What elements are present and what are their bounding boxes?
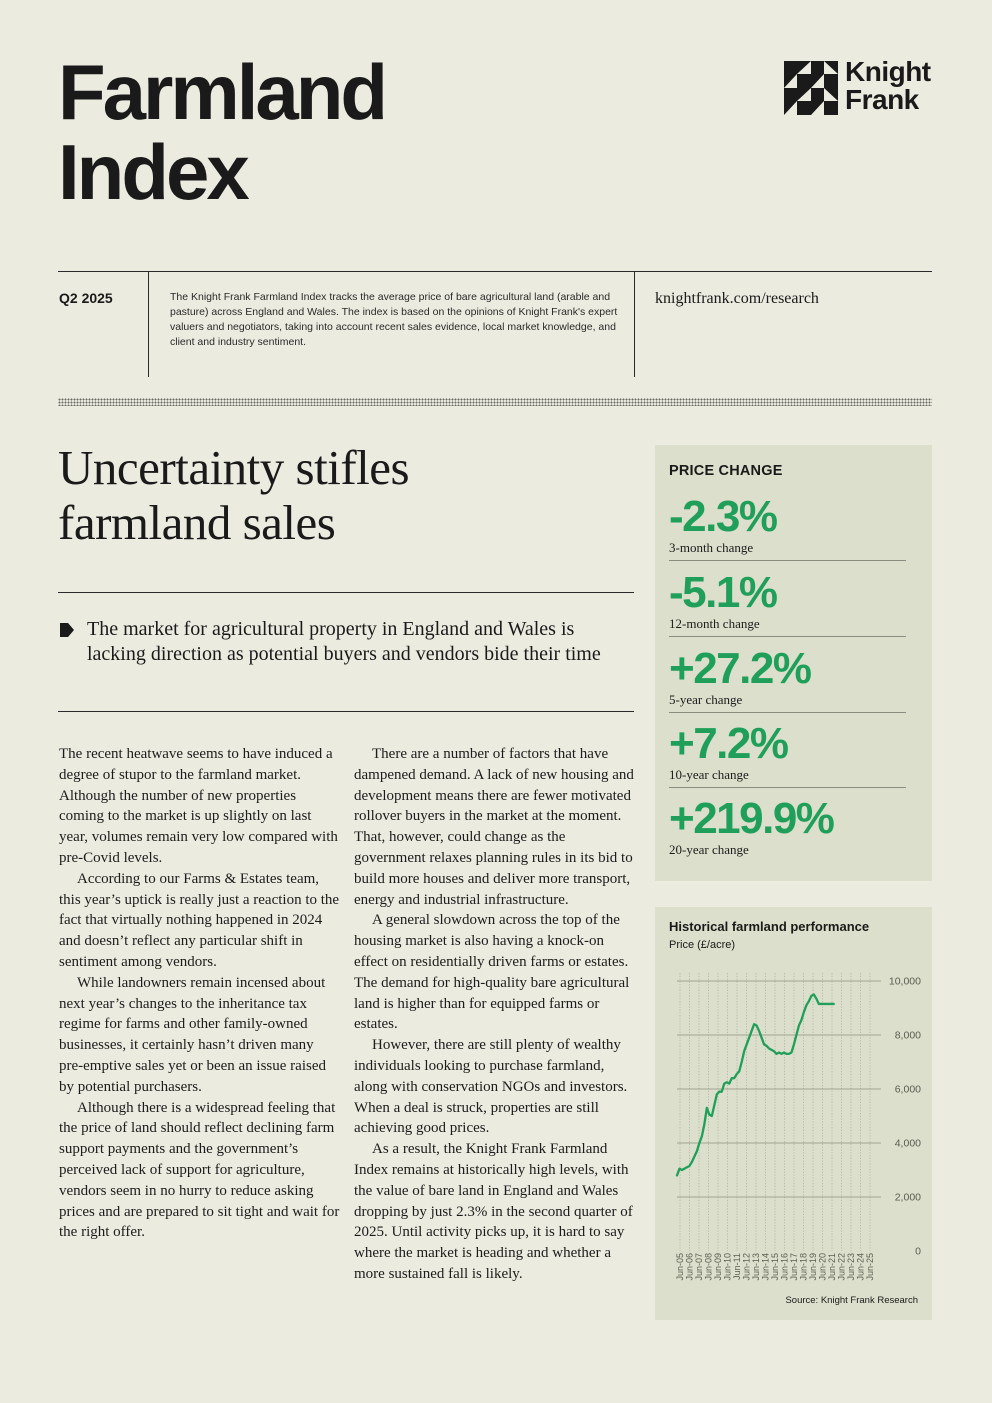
chart-x-tick-label: Jun-10 — [723, 1253, 733, 1281]
body-paragraph: Although there is a widespread feeling t… — [59, 1099, 340, 1241]
historical-performance-chart: 0 2,000 4,000 6,000 8,000 10,000 Jun-05 Jun-06 J… — [655, 907, 932, 1320]
body-column-1: The recent heatwave seems to have induce… — [59, 744, 341, 1243]
quarter-label: Q2 2025 — [59, 290, 113, 306]
chart-x-tick-label: Jun-17 — [789, 1253, 799, 1281]
logo-line-2: Frank — [845, 84, 919, 115]
knight-frank-logo[interactable]: Knight Frank — [784, 58, 934, 118]
chart-x-tick-label: Jun-11 — [732, 1253, 742, 1280]
chart-y-label: Price (£/acre) — [669, 939, 736, 951]
arrow-bullet-icon — [60, 623, 74, 637]
chart-x-tick-label: Jun-18 — [799, 1253, 809, 1281]
meta-top-rule — [58, 271, 932, 272]
body-paragraph: According to our Farms & Estates team, t… — [59, 870, 340, 970]
standfirst-top-rule — [58, 592, 634, 593]
chart-x-tick-label: Jun-13 — [751, 1253, 761, 1281]
chart-x-tick-label: Jun-08 — [704, 1253, 714, 1281]
chart-x-tick-label: Jun-20 — [818, 1253, 828, 1281]
dotted-divider — [58, 398, 932, 406]
meta-divider-left — [148, 271, 149, 377]
chart-y-tick-label: 6,000 — [895, 1084, 921, 1096]
chart-y-tick-label: 2,000 — [895, 1192, 921, 1204]
standfirst: The market for agricultural property in … — [87, 618, 601, 665]
knight-frank-mark-icon — [784, 61, 838, 115]
price-change-panel: PRICE CHANGE -2.3% 3-month change -5.1% … — [655, 445, 932, 881]
meta-divider-right — [634, 271, 635, 377]
price-change-label: 20-year change — [669, 842, 749, 857]
body-paragraph: The recent heatwave seems to have induce… — [59, 746, 338, 866]
price-change-item: +27.2% 5-year change — [669, 644, 906, 708]
body-paragraph: A general slowdown across the top of the… — [354, 912, 630, 1033]
price-change-value: +7.2% — [669, 719, 789, 768]
price-change-label: 3-month change — [669, 540, 754, 555]
chart-title: Historical farmland performance — [669, 919, 870, 934]
chart-x-tick-label: Jun-07 — [694, 1253, 704, 1281]
price-change-item: +7.2% 10-year change — [669, 719, 906, 783]
title-line-2: Index — [58, 128, 250, 216]
body-paragraph: However, there are still plenty of wealt… — [354, 1037, 628, 1137]
page-title: Farmland Index — [58, 48, 388, 216]
price-change-item: -2.3% 3-month change — [669, 492, 906, 556]
chart-x-tick-label: Jun-06 — [685, 1253, 695, 1281]
price-change-item: +219.9% 20-year change — [669, 794, 906, 858]
price-change-value: +27.2% — [669, 644, 812, 693]
price-change-rule — [669, 712, 906, 713]
chart-y-tick-label: 4,000 — [895, 1138, 921, 1150]
chart-y-tick-label: 10,000 — [889, 976, 921, 988]
price-change-label: 10-year change — [669, 767, 749, 782]
research-link[interactable]: knightfrank.com/research — [655, 290, 819, 307]
chart-x-tick-label: Jun-15 — [770, 1253, 780, 1281]
price-change-rule — [669, 636, 906, 637]
title-line-1: Farmland — [58, 48, 388, 136]
logo-line-1: Knight — [845, 56, 931, 87]
chart-x-tick-label: Jun-09 — [713, 1253, 723, 1281]
chart-x-tick-label: Jun-23 — [846, 1253, 856, 1281]
logo-wordmark: Knight Frank — [845, 58, 931, 114]
standfirst-bottom-rule — [58, 711, 634, 712]
chart-x-tick-label: Jun-24 — [856, 1253, 866, 1281]
price-change-rule — [669, 560, 906, 561]
chart-x-tick-label: Jun-14 — [761, 1253, 771, 1281]
chart-x-tick-label: Jun-25 — [865, 1253, 875, 1281]
price-change-value: -2.3% — [669, 492, 778, 541]
chart-x-tick-label: Jun-12 — [742, 1253, 752, 1281]
price-change-label: 12-month change — [669, 616, 760, 631]
headline-line-2: farmland sales — [58, 495, 336, 550]
chart-x-tick-label: Jun-16 — [780, 1253, 790, 1281]
body-paragraph: While landowners remain incensed about n… — [59, 974, 326, 1095]
price-change-value: +219.9% — [669, 794, 835, 843]
chart-x-tick-label: Jun-21 — [827, 1253, 837, 1281]
body-paragraph: There are a number of factors that have … — [354, 746, 634, 908]
chart-series-line — [675, 993, 835, 1177]
chart-source: Source: Knight Frank Research — [785, 1295, 918, 1306]
price-change-rule — [669, 787, 906, 788]
chart-y-tick-label: 0 — [915, 1246, 921, 1258]
index-description: The Knight Frank Farmland Index tracks t… — [170, 291, 618, 348]
chart-x-tick-label: Jun-22 — [837, 1253, 847, 1281]
price-change-title: PRICE CHANGE — [669, 463, 783, 479]
chart-x-tick-label: Jun-05 — [675, 1253, 685, 1281]
body-column-2: There are a number of factors that have … — [354, 744, 636, 1285]
price-change-item: -5.1% 12-month change — [669, 568, 906, 632]
article-headline: Uncertainty stifles farmland sales — [58, 440, 618, 550]
body-paragraph: As a result, the Knight Frank Farmland I… — [354, 1141, 633, 1282]
chart-x-tick-label: Jun-19 — [808, 1253, 818, 1281]
price-change-value: -5.1% — [669, 568, 778, 617]
headline-line-1: Uncertainty stifles — [58, 440, 410, 495]
chart-y-tick-label: 8,000 — [895, 1030, 921, 1042]
price-change-label: 5-year change — [669, 692, 743, 707]
